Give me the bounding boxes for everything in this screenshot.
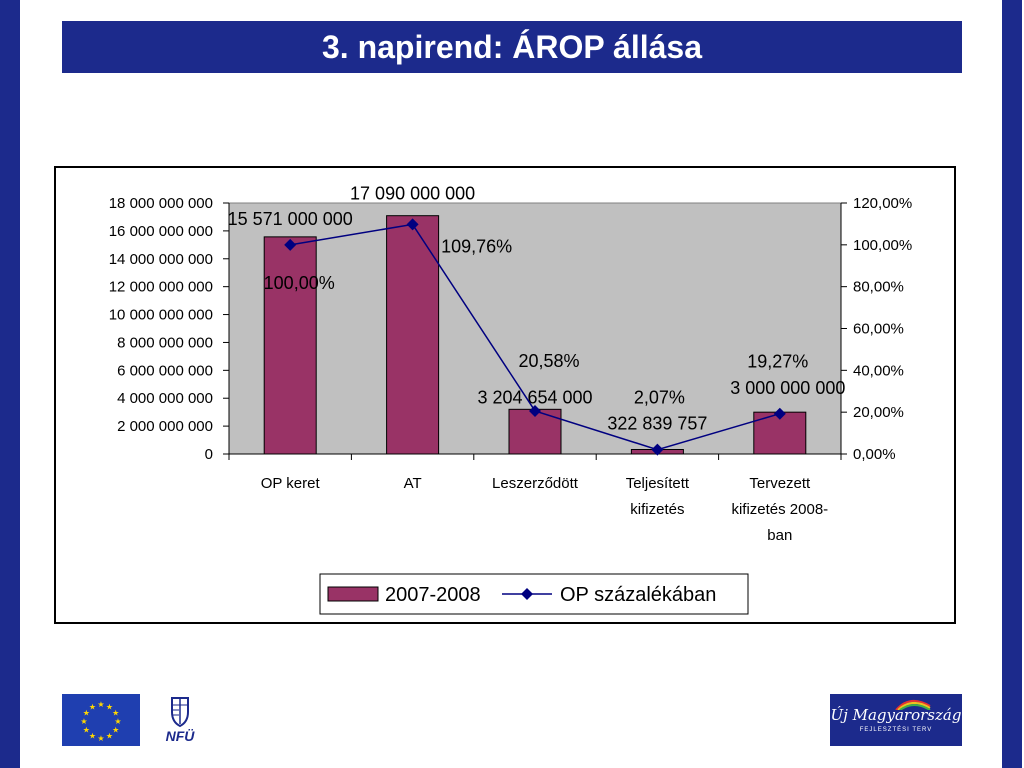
x-tick-label: kifizetés <box>630 501 684 518</box>
bar-data-label: 15 571 000 000 <box>228 209 353 229</box>
x-tick-label: kifizetés 2008- <box>731 501 828 518</box>
x-tick-label: ban <box>767 527 792 544</box>
chart-frame: 0 2 000 000 000 4 000 000 000 6 000 000 000… <box>54 166 956 624</box>
nfu-label: NFÜ <box>165 728 195 744</box>
bar <box>386 215 440 455</box>
right-tick-label: 40,00% <box>853 362 904 379</box>
x-tick-label: Teljesített <box>626 475 690 492</box>
line-data-label: 2,07% <box>634 388 685 408</box>
eu-star-icon: ★ <box>112 709 119 718</box>
line-data-label: 19,27% <box>747 352 808 372</box>
legend-bar-label: 2007-2008 <box>385 584 481 606</box>
coat-of-arms-icon <box>171 697 189 728</box>
eu-star-icon: ★ <box>89 702 96 711</box>
bar-data-label: 3 204 654 000 <box>477 387 592 407</box>
x-tick-label: Tervezett <box>749 475 811 492</box>
right-border-bar <box>1002 0 1022 768</box>
line-point <box>284 238 297 251</box>
line-data-label: 100,00% <box>264 273 335 293</box>
eu-star-icon: ★ <box>89 732 96 741</box>
right-tick-label: 120,00% <box>853 195 912 212</box>
uj-magyarorszag-logo: Új Magyarország FEJLESZTÉSI TERV <box>830 694 962 746</box>
x-tick-label: Leszerződött <box>492 475 579 492</box>
left-tick-label: 6 000 000 000 <box>117 362 213 379</box>
right-tick-label: 20,00% <box>853 404 904 421</box>
line-point <box>773 407 786 420</box>
nfu-logo: NFÜ <box>160 694 200 746</box>
um-logo-sub: FEJLESZTÉSI TERV <box>859 727 933 733</box>
legend-line-marker <box>521 588 533 600</box>
slide-title: 3. napirend: ÁROP állása <box>62 21 962 73</box>
eu-star-icon: ★ <box>112 726 119 735</box>
chart-svg: 0 2 000 000 000 4 000 000 000 6 000 000 000… <box>109 184 912 615</box>
right-tick-label: 0,00% <box>853 446 896 463</box>
left-tick-label: 12 000 000 000 <box>109 279 213 296</box>
bar <box>263 236 317 455</box>
eu-star-icon: ★ <box>106 732 113 741</box>
right-tick-label: 80,00% <box>853 279 904 296</box>
eu-stars: ★★★★★★★★★ ★ ★★ <box>80 700 121 743</box>
line-data-label: 20,58% <box>518 351 579 371</box>
eu-star-icon: ★ <box>106 702 113 711</box>
right-tick-label: 100,00% <box>853 237 912 254</box>
line-point <box>529 404 541 417</box>
left-tick-label: 14 000 000 000 <box>109 251 213 268</box>
left-border-bar <box>0 0 20 768</box>
eu-star-icon: ★ <box>83 726 90 735</box>
left-tick-label: 2 000 000 000 <box>117 418 213 435</box>
bar-data-label: 3 000 000 000 <box>730 378 845 398</box>
x-tick-label: AT <box>404 475 422 492</box>
right-tick-label: 60,00% <box>853 321 904 338</box>
bar-data-label: 17 090 000 000 <box>350 184 475 204</box>
left-tick-label: 0 <box>205 446 213 463</box>
left-tick-label: 4 000 000 000 <box>117 390 213 407</box>
legend-line-label: OP százalékában <box>560 584 716 606</box>
um-logo-text: Új Magyarország <box>830 706 962 724</box>
line-point <box>651 443 664 456</box>
eu-star-icon: ★ <box>97 734 104 743</box>
rainbow-arc-icon <box>895 699 931 710</box>
eu-star-icon: ★ <box>83 709 90 718</box>
left-tick-label: 18 000 000 000 <box>109 195 213 212</box>
eu-star-icon: ★ <box>80 717 87 726</box>
eu-flag-icon: ★ ★ ★ ★ ★ ★ ★ ★ ★ ★ ★ ★ <box>62 694 140 746</box>
line-point <box>406 218 419 231</box>
x-tick-label: OP keret <box>261 475 321 492</box>
bar-data-label: 322 839 757 <box>607 413 707 433</box>
eu-star-icon: ★ <box>114 717 121 726</box>
eu-star-icon: ★ <box>97 700 104 709</box>
left-tick-label: 8 000 000 000 <box>117 334 213 351</box>
left-tick-label: 16 000 000 000 <box>109 223 213 240</box>
legend-bar-swatch <box>327 586 379 602</box>
left-tick-label: 10 000 000 000 <box>109 307 213 324</box>
line-data-label: 109,76% <box>441 236 512 256</box>
